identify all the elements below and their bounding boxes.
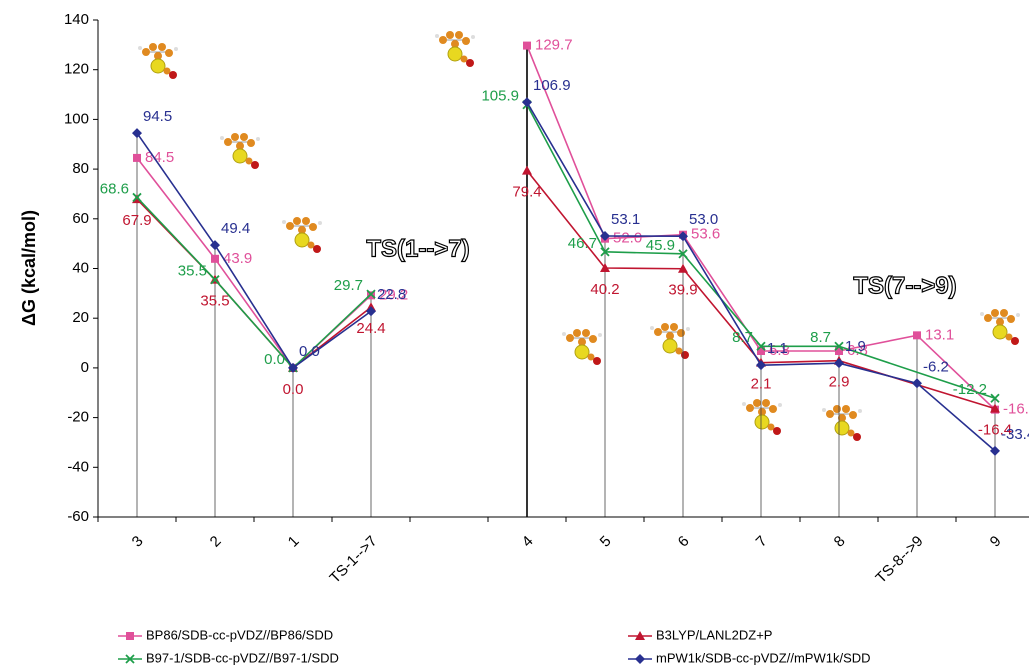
series: 94.5 49.4 0.0 22.8 106.9 53.1 53.0 1.1 1.9 -6.2 -3… [132, 77, 1029, 456]
legend-label: B97-1/SDB-cc-pVDZ//B97-1/SDD [146, 650, 339, 665]
molecule [742, 399, 782, 435]
value-label: -16.8 [1003, 401, 1029, 418]
annotation: TS(7-->9) [853, 272, 956, 299]
value-label: 53.6 [691, 226, 720, 243]
point [210, 240, 220, 250]
point [211, 255, 219, 263]
value-label: 2.9 [829, 374, 850, 391]
point [756, 360, 766, 370]
molecule [282, 217, 322, 253]
value-label: -33.4 [1001, 426, 1029, 443]
legend-marker [126, 632, 134, 640]
value-label: 129.7 [535, 37, 573, 54]
legend-item: B97-1/SDB-cc-pVDZ//B97-1/SDD [118, 650, 339, 665]
value-label: 22.8 [377, 286, 406, 303]
value-label: -12.2 [953, 381, 987, 398]
legend-item: B3LYP/LANL2DZ+P [628, 627, 772, 642]
value-label: 24.4 [356, 320, 385, 337]
x-tick-label: 3 [129, 533, 147, 551]
value-label: 68.6 [100, 180, 129, 197]
legend-label: BP86/SDB-cc-pVDZ//BP86/SDD [146, 627, 333, 642]
value-label: 35.5 [200, 293, 229, 310]
value-label: 0.0 [283, 381, 304, 398]
y-tick-label: 40 [72, 259, 89, 276]
value-label: 40.2 [590, 281, 619, 298]
y-tick-label: 60 [72, 210, 89, 227]
value-label: 29.7 [334, 277, 363, 294]
molecule [435, 31, 475, 67]
legend-label: mPW1k/SDB-cc-pVDZ//mPW1k/SDD [656, 650, 871, 665]
value-label: 52.0 [613, 230, 642, 247]
x-tick-label: TS-8-->9 [872, 533, 926, 587]
y-tick-label: 0 [81, 359, 89, 376]
y-tick-label: 120 [64, 61, 89, 78]
value-label: 13.1 [925, 326, 954, 343]
x-tick-label: 5 [597, 533, 615, 551]
legend-label: B3LYP/LANL2DZ+P [656, 627, 772, 642]
x-tick-label: 7 [753, 533, 771, 551]
value-label: -6.2 [923, 358, 949, 375]
point [834, 358, 844, 368]
molecule [138, 43, 178, 79]
value-label: 79.4 [512, 184, 541, 201]
legend-item: mPW1k/SDB-cc-pVDZ//mPW1k/SDD [628, 650, 871, 665]
point [522, 97, 532, 107]
value-label: 1.1 [767, 340, 788, 357]
value-label: 53.0 [689, 211, 718, 228]
y-tick-label: 20 [72, 309, 89, 326]
molecule [980, 309, 1020, 345]
value-label: 49.4 [221, 220, 250, 237]
value-label: 8.7 [732, 329, 753, 346]
value-label: 106.9 [533, 77, 571, 94]
value-label: 67.9 [122, 212, 151, 229]
legend-item: BP86/SDB-cc-pVDZ//BP86/SDD [118, 627, 333, 642]
y-tick-label: 100 [64, 110, 89, 127]
y-tick-label: -40 [67, 458, 89, 475]
x-tick-label: 6 [675, 533, 693, 551]
value-label: 0.0 [264, 351, 285, 368]
value-label: 0.0 [299, 343, 320, 360]
x-tick-label: 9 [987, 533, 1005, 551]
x-tick-label: 4 [519, 533, 537, 551]
value-label: 46.7 [568, 235, 597, 252]
point [523, 42, 531, 50]
value-label: 8.7 [810, 329, 831, 346]
x-tick-label: TS-1-->7 [326, 533, 380, 587]
y-tick-label: 140 [64, 11, 89, 28]
y-tick-label: -20 [67, 409, 89, 426]
y-tick-label: -60 [67, 508, 89, 525]
x-tick-label: 8 [831, 533, 849, 551]
legend-marker [635, 654, 645, 664]
x-tick-label: 2 [207, 533, 225, 551]
molecule [822, 405, 862, 441]
value-label: 45.9 [646, 237, 675, 254]
value-label: 35.5 [178, 263, 207, 280]
point [913, 331, 921, 339]
x-tick-label: 1 [285, 533, 303, 551]
point [522, 166, 532, 175]
value-label: 94.5 [143, 108, 172, 125]
value-label: 53.1 [611, 211, 640, 228]
molecule [562, 329, 602, 365]
y-tick-label: 80 [72, 160, 89, 177]
point [132, 128, 142, 138]
value-label: 2.1 [751, 376, 772, 393]
y-axis-label: ΔG (kcal/mol) [19, 210, 39, 326]
molecule [650, 323, 690, 359]
molecule [220, 133, 260, 169]
value-label: 105.9 [481, 88, 519, 105]
value-label: 1.9 [845, 338, 866, 355]
annotation: TS(1-->7) [366, 235, 469, 262]
chart: TS(1-->7) TS(7-->9) ΔG (kcal/mol) -60 -40… [0, 0, 1029, 671]
value-label: 39.9 [668, 282, 697, 299]
point [133, 154, 141, 162]
